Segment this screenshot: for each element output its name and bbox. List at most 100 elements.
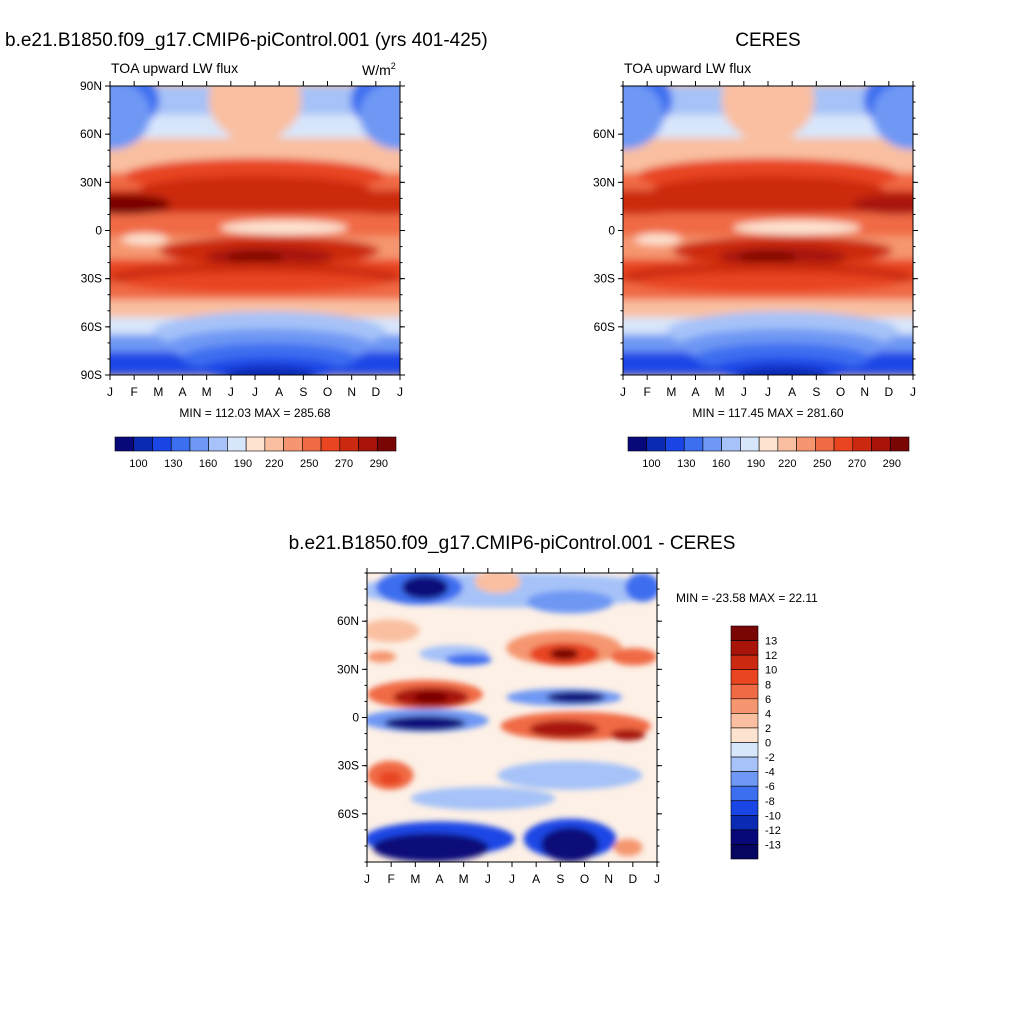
colorbar-swatch — [730, 756, 759, 772]
contour-region — [110, 86, 151, 150]
contour-region — [541, 827, 599, 862]
x-tick-label: J — [485, 872, 491, 886]
y-tick-label: 60S — [81, 320, 102, 334]
colorbar-label: -10 — [765, 810, 781, 822]
contour-region — [413, 691, 449, 704]
contour-region — [378, 770, 402, 786]
y-tick-label: 0 — [95, 224, 102, 238]
colorbar-swatch — [730, 844, 759, 860]
model-variable-label: TOA upward LW flux — [111, 60, 238, 76]
contour-band — [110, 299, 400, 318]
contour-region — [739, 252, 797, 264]
obs-variable-label: TOA upward LW flux — [624, 60, 751, 76]
x-tick-label: J — [107, 385, 113, 399]
contour-layers — [110, 86, 400, 375]
y-tick-label: 30S — [81, 272, 102, 286]
colorbar-label: 250 — [300, 458, 318, 470]
colorbar-swatch — [730, 727, 759, 743]
x-tick-label: D — [628, 872, 637, 886]
diff-colorbar: 13 12 10 8 6 4 2 0 -2 -4 -6 -8 -10 -12 -13 — [730, 625, 781, 860]
colorbar-swatch — [358, 436, 378, 452]
colorbar-swatch — [208, 436, 228, 452]
x-tick-label: A — [691, 385, 699, 399]
y-tick-label: 60N — [337, 614, 359, 628]
colorbar-label: 220 — [778, 458, 796, 470]
y-tick-label: 0 — [352, 711, 359, 725]
x-tick-label: J — [765, 385, 771, 399]
contour-region — [610, 729, 646, 741]
colorbar-swatch — [833, 436, 854, 452]
model-minmax-label: MIN = 112.03 MAX = 285.68 — [179, 406, 331, 420]
y-tick-label: 60N — [80, 127, 102, 141]
colorbar-swatch — [730, 815, 759, 831]
contour-region — [401, 575, 449, 600]
colorbar-swatch — [730, 669, 759, 685]
colorbar-swatch — [777, 436, 797, 452]
colorbar-swatch — [227, 436, 247, 452]
colorbar-label: 220 — [265, 458, 283, 470]
x-tick-label: S — [812, 385, 820, 399]
x-tick-label: J — [741, 385, 747, 399]
colorbar-swatch — [189, 436, 209, 452]
colorbar-swatch — [339, 436, 359, 452]
colorbar-swatch — [871, 436, 891, 452]
colorbar-swatch — [730, 771, 759, 787]
colorbar-swatch — [627, 436, 648, 452]
colorbar-label: 12 — [765, 650, 777, 662]
colorbar-swatch — [283, 436, 303, 452]
contour-region — [384, 716, 466, 731]
obs-colorbar: 100 130 160 190 220 250 270 290 — [627, 436, 910, 470]
colorbar-swatch — [702, 436, 722, 452]
x-tick-label: A — [435, 872, 443, 886]
colorbar-swatch — [170, 436, 191, 452]
model-contour-plot: 90N 60N 30N 0 30S 60S 90S J F M A M J J A S O N D J — [80, 79, 405, 399]
colorbar-label: -13 — [765, 839, 781, 851]
contour-region — [625, 573, 657, 602]
contour-region — [872, 86, 913, 150]
contour-region — [367, 619, 420, 643]
colorbar-label: -2 — [765, 752, 775, 764]
colorbar-label: 190 — [234, 458, 252, 470]
contour-region — [372, 833, 489, 862]
contour-region — [634, 233, 681, 245]
x-tick-label: J — [509, 872, 515, 886]
colorbar-swatch — [320, 436, 341, 452]
colorbar-swatch — [152, 436, 172, 452]
colorbar-swatch — [796, 436, 816, 452]
colorbar-swatch — [730, 625, 759, 641]
x-tick-label: M — [153, 385, 163, 399]
colorbar-label: 270 — [335, 458, 353, 470]
contour-region — [121, 233, 168, 245]
x-tick-label: N — [347, 385, 356, 399]
contour-region — [623, 194, 684, 215]
diff-panel-title: b.e21.B1850.f09_g17.CMIP6-piControl.001 … — [289, 533, 736, 554]
obs-panel-title: CERES — [735, 30, 800, 51]
x-tick-label: M — [715, 385, 725, 399]
colorbar-label: 270 — [848, 458, 866, 470]
colorbar-swatch — [730, 829, 759, 845]
colorbar-swatch — [665, 436, 685, 452]
contour-region — [526, 590, 614, 614]
model-colorbar: 100 130 160 190 220 250 270 290 — [114, 436, 397, 470]
x-tick-label: J — [397, 385, 403, 399]
contour-region — [546, 691, 605, 704]
x-tick-label: J — [910, 385, 916, 399]
colorbar-label: 13 — [765, 636, 777, 648]
x-tick-label: J — [620, 385, 626, 399]
x-tick-label: O — [580, 872, 589, 886]
colorbar-label: 100 — [642, 458, 660, 470]
colorbar-swatch — [302, 436, 322, 452]
contour-fill — [623, 86, 913, 375]
contour-region — [613, 838, 643, 857]
colorbar-label: 130 — [677, 458, 695, 470]
contour-region — [852, 194, 913, 215]
colorbar-label: 0 — [765, 738, 771, 750]
colorbar-swatch — [264, 436, 284, 452]
contour-fill — [110, 86, 400, 375]
x-tick-label: M — [410, 872, 420, 886]
colorbar-label: 160 — [712, 458, 730, 470]
model-panel-title: b.e21.B1850.f09_g17.CMIP6-piControl.001 … — [5, 30, 488, 51]
contour-region — [226, 252, 284, 264]
x-tick-label: J — [654, 872, 660, 886]
x-tick-label: F — [130, 385, 137, 399]
